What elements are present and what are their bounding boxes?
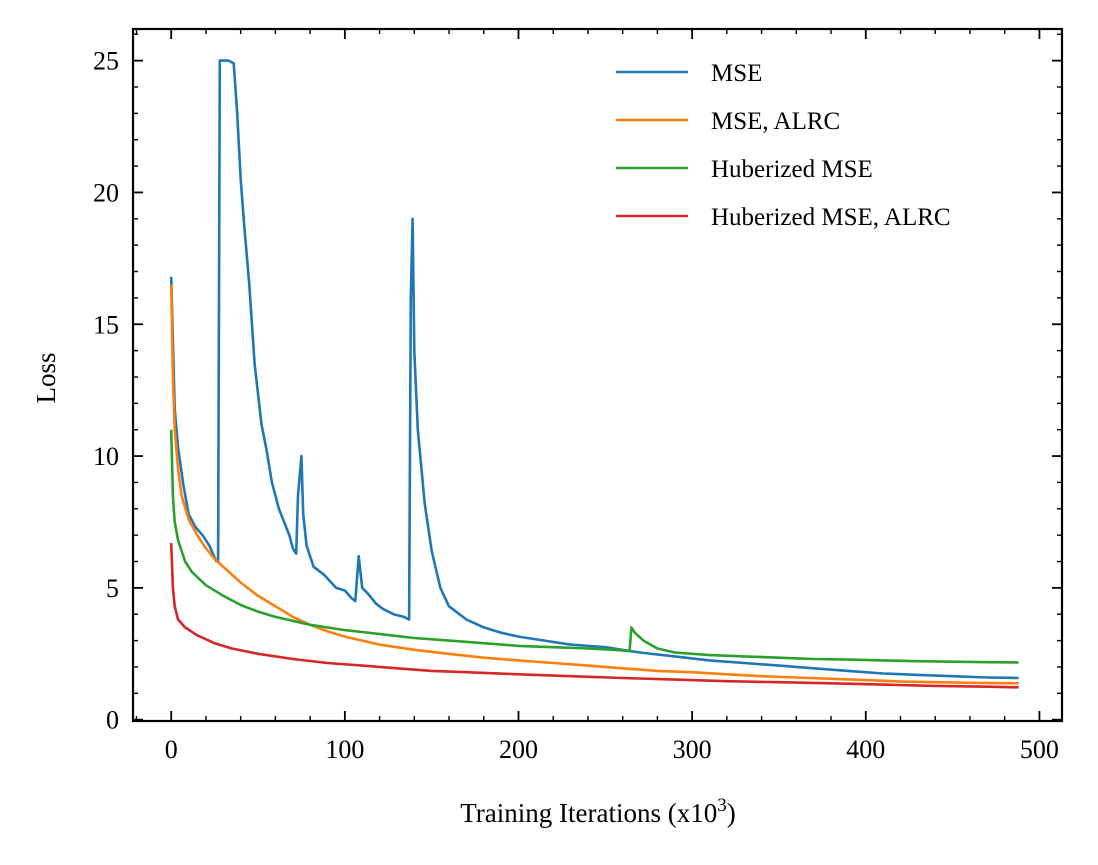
x-axis: 0 100 200 300 400 500	[135, 29, 1059, 764]
y-axis-label: Loss	[31, 352, 61, 403]
y-tick-label: 25	[93, 47, 119, 76]
x-tick-label: 100	[325, 735, 364, 764]
series-line-4	[169, 543, 1019, 689]
x-tick-label: 500	[1020, 735, 1059, 764]
y-axis: 0 5 10 15 20 25	[93, 33, 1062, 735]
series-line-3	[169, 429, 1019, 664]
legend-label: MSE	[711, 60, 762, 87]
x-axis-label-superscript: 3	[717, 795, 727, 816]
y-tick-label: 15	[93, 310, 119, 339]
x-axis-label-close: )	[727, 798, 736, 828]
y-tick-label: 20	[93, 178, 119, 207]
x-axis-label-main: Training Iterations (x10	[460, 798, 717, 828]
series-line-1	[169, 59, 1019, 680]
x-tick-label: 0	[165, 735, 178, 764]
x-axis-label: Training Iterations (x103)	[460, 795, 735, 828]
legend-label: Huberized MSE	[711, 156, 873, 183]
series-layer	[169, 59, 1019, 689]
x-tick-label: 200	[499, 735, 538, 764]
y-tick-label: 10	[93, 442, 119, 471]
y-tick-label: 5	[106, 574, 119, 603]
plot-frame	[131, 27, 1064, 723]
legend-label: Huberized MSE, ALRC	[711, 204, 951, 231]
legend-label: MSE, ALRC	[711, 108, 840, 135]
x-tick-label: 400	[846, 735, 885, 764]
series-line-2	[169, 284, 1019, 685]
y-tick-label: 0	[106, 706, 119, 735]
x-tick-label: 300	[673, 735, 712, 764]
legend: MSE MSE, ALRC Huberized MSE Huberized MSE, …	[616, 60, 951, 231]
